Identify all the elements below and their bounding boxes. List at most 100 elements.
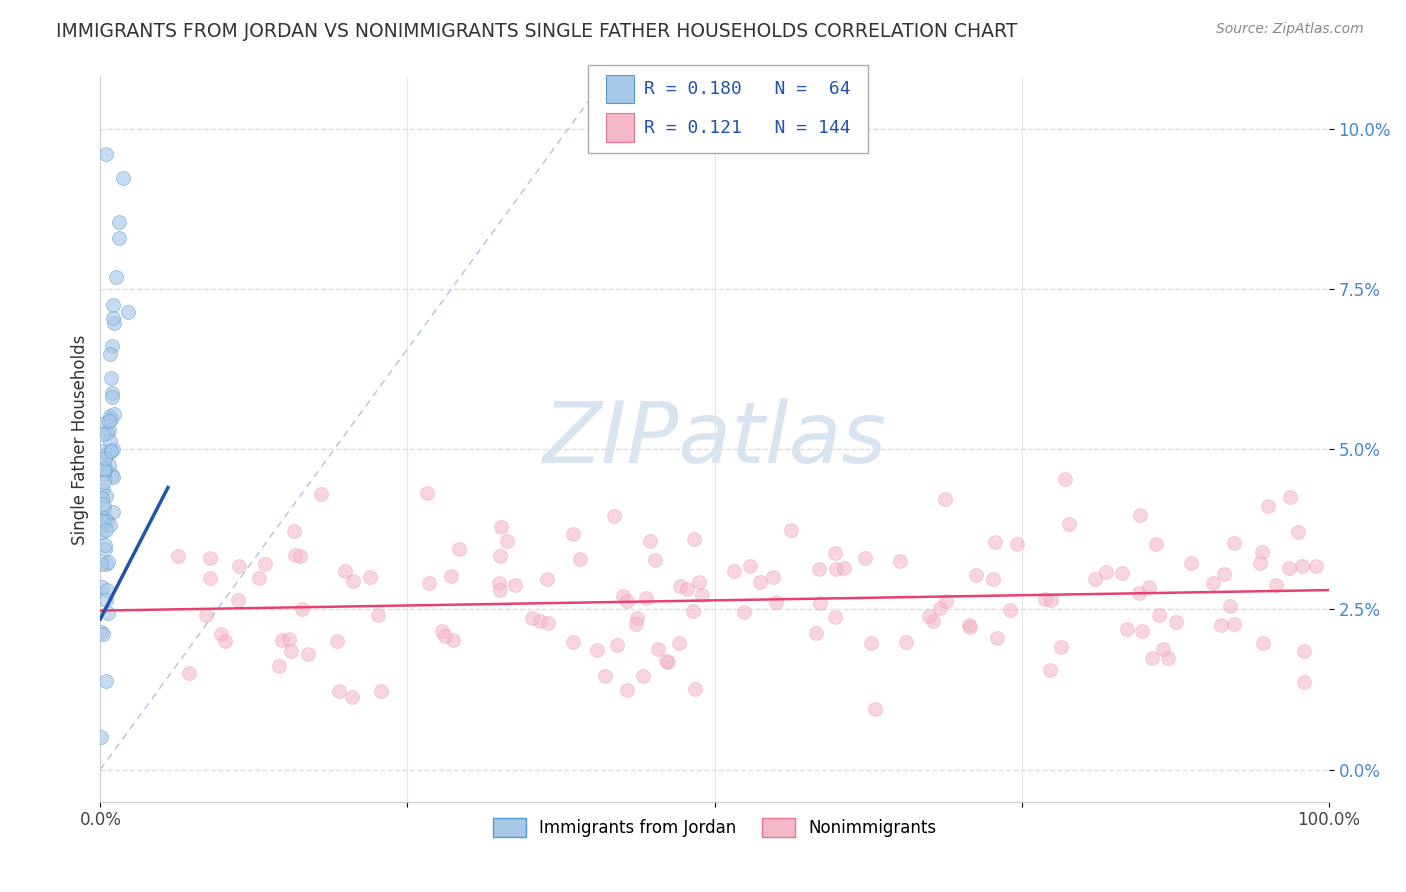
Point [98, 434, 121, 448]
Point [89, 512, 111, 526]
Point [94, 459, 117, 474]
Point [91, 443, 114, 458]
Point [489, 583, 512, 598]
Point [1251, 636, 1274, 650]
Point [93, 461, 115, 475]
Point [91, 524, 114, 539]
Point [586, 643, 609, 657]
Point [100, 386, 122, 401]
Point [616, 682, 638, 697]
Point [280, 644, 302, 658]
Point [1202, 576, 1225, 591]
Point [100, 371, 122, 385]
Point [253, 557, 276, 571]
Point [270, 633, 292, 648]
Point [284, 548, 307, 562]
Point [488, 576, 510, 591]
Point [894, 635, 917, 649]
Point [1084, 572, 1107, 586]
Point [1305, 559, 1327, 574]
Point [633, 669, 655, 683]
Point [832, 560, 855, 574]
Point [636, 591, 658, 605]
Point [562, 635, 585, 649]
Point [1050, 640, 1073, 655]
Point [342, 574, 364, 588]
Point [807, 562, 830, 576]
Point [94, 511, 117, 525]
Point [103, 408, 125, 422]
Point [91, 427, 114, 442]
Point [1157, 651, 1180, 665]
Point [94, 593, 117, 607]
Point [522, 610, 544, 624]
Text: R = 0.121   N = 144: R = 0.121 N = 144 [644, 119, 851, 136]
Point [668, 635, 690, 649]
Point [340, 690, 363, 705]
Point [209, 627, 232, 641]
Point [1294, 644, 1316, 658]
Point [93, 450, 115, 465]
Point [626, 617, 648, 632]
Point [690, 588, 713, 602]
Point [865, 702, 887, 716]
Point [247, 571, 270, 585]
Point [981, 572, 1004, 586]
Point [297, 648, 319, 662]
Point [91, 497, 114, 511]
Point [111, 171, 134, 186]
Point [688, 574, 710, 589]
Point [200, 571, 222, 585]
Point [97, 555, 120, 569]
Point [416, 486, 439, 500]
Point [98, 409, 121, 423]
Point [503, 578, 526, 592]
Point [603, 508, 626, 523]
Point [616, 594, 638, 608]
Point [96, 147, 118, 161]
Point [1111, 566, 1133, 580]
Point [291, 602, 314, 616]
Point [929, 600, 952, 615]
Point [1038, 663, 1060, 677]
Point [94, 541, 117, 556]
Legend: Immigrants from Jordan, Nonimmigrants: Immigrants from Jordan, Nonimmigrants [486, 812, 943, 844]
Point [765, 595, 787, 609]
Point [654, 654, 676, 668]
Text: Source: ZipAtlas.com: Source: ZipAtlas.com [1216, 22, 1364, 37]
Point [433, 629, 456, 643]
Point [94, 417, 117, 431]
Text: ZIPatlas: ZIPatlas [543, 398, 887, 481]
Point [226, 593, 249, 607]
Text: IMMIGRANTS FROM JORDAN VS NONIMMIGRANTS SINGLE FATHER HOUSEHOLDS CORRELATION CHA: IMMIGRANTS FROM JORDAN VS NONIMMIGRANTS … [56, 22, 1018, 41]
Point [449, 541, 471, 556]
Point [93, 467, 115, 481]
Point [98, 347, 121, 361]
Point [101, 390, 124, 404]
Point [328, 683, 350, 698]
Point [569, 552, 592, 566]
Point [94, 523, 117, 537]
Point [228, 559, 250, 574]
Point [93, 475, 115, 489]
Point [1249, 556, 1271, 570]
Point [333, 565, 356, 579]
Point [723, 564, 745, 578]
Point [762, 570, 785, 584]
Point [824, 562, 846, 576]
Point [1257, 500, 1279, 514]
Point [605, 639, 627, 653]
Point [90, 558, 112, 572]
Point [860, 636, 883, 650]
Point [97, 606, 120, 620]
Point [101, 505, 124, 519]
Point [986, 631, 1008, 645]
Point [1180, 556, 1202, 570]
Point [94, 557, 117, 571]
Point [489, 549, 512, 563]
Text: R = 0.180   N =  64: R = 0.180 N = 64 [644, 80, 851, 98]
Point [1137, 580, 1160, 594]
Point [91, 483, 114, 497]
Point [682, 604, 704, 618]
Point [959, 620, 981, 634]
